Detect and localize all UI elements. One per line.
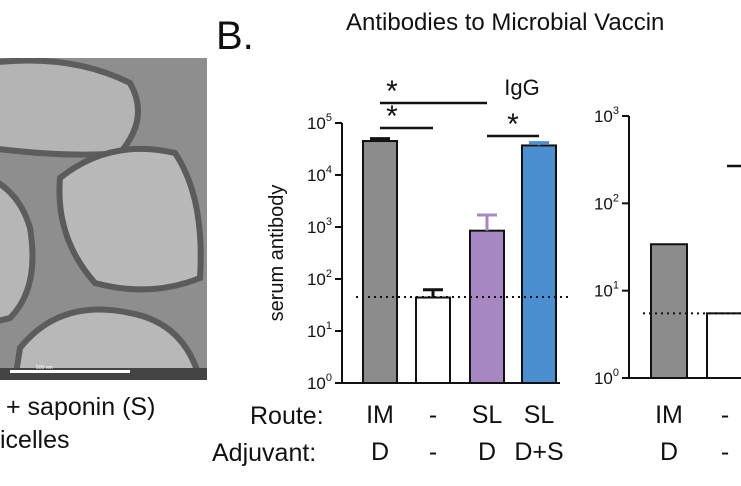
route-row-label: Route: <box>250 402 324 430</box>
route-label: IM <box>366 401 394 429</box>
y-tick-label-2: 102 <box>594 192 619 213</box>
chart-title-1: IgG <box>504 75 539 100</box>
y-tick-label-1: 102 <box>307 268 332 289</box>
significance-star: * <box>386 75 398 108</box>
bar-2 <box>650 243 688 379</box>
route-label: SL <box>524 401 555 429</box>
panel-a-caption-line1: + saponin (S) <box>6 393 156 421</box>
scale-bar-label: 500 nm <box>36 365 53 371</box>
panel-title: Antibodies to Microbial Vaccin <box>346 9 665 36</box>
tem-micrograph: 500 nm <box>0 58 207 380</box>
route-label: - <box>429 401 437 429</box>
y-axis-label-1: serum antibody <box>266 185 288 322</box>
route-label-2: IM <box>655 401 683 429</box>
adjuvant-label: - <box>429 438 437 466</box>
y-tick-label-1: 101 <box>307 320 332 341</box>
micrograph-image <box>0 58 207 380</box>
y-tick-label-2: 101 <box>594 280 619 301</box>
route-label-2: - <box>721 401 729 429</box>
panel-letter: B. <box>216 14 254 58</box>
y-tick-label-1: 103 <box>307 216 332 237</box>
adjuvant-label: D+S <box>514 438 563 466</box>
adjuvant-label-2: - <box>721 438 729 466</box>
route-label: SL <box>472 401 503 429</box>
adjuvant-label-2: D <box>660 438 678 466</box>
significance-star: * <box>386 100 398 133</box>
adjuvant-label: D <box>371 438 389 466</box>
adjuvant-label: D <box>478 438 496 466</box>
bar-1 <box>469 229 505 384</box>
bar-1 <box>415 296 451 385</box>
panel-a-caption-line2: icelles <box>0 426 70 454</box>
y-tick-label-2: 103 <box>594 105 619 126</box>
adjuvant-row-label: Adjuvant: <box>212 439 317 467</box>
significance-star: * <box>507 108 519 141</box>
y-tick-label-1: 104 <box>307 164 332 185</box>
bar-1 <box>521 144 557 384</box>
bar-2 <box>706 312 741 379</box>
y-tick-label-1: 100 <box>307 372 332 393</box>
y-tick-label-1: 105 <box>307 112 332 133</box>
bar-1 <box>362 140 398 384</box>
y-tick-label-2: 100 <box>594 367 619 388</box>
